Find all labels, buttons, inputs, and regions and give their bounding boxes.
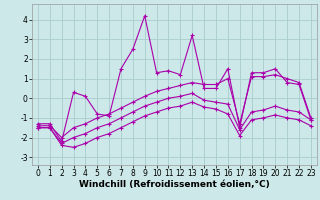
X-axis label: Windchill (Refroidissement éolien,°C): Windchill (Refroidissement éolien,°C) [79,180,270,189]
